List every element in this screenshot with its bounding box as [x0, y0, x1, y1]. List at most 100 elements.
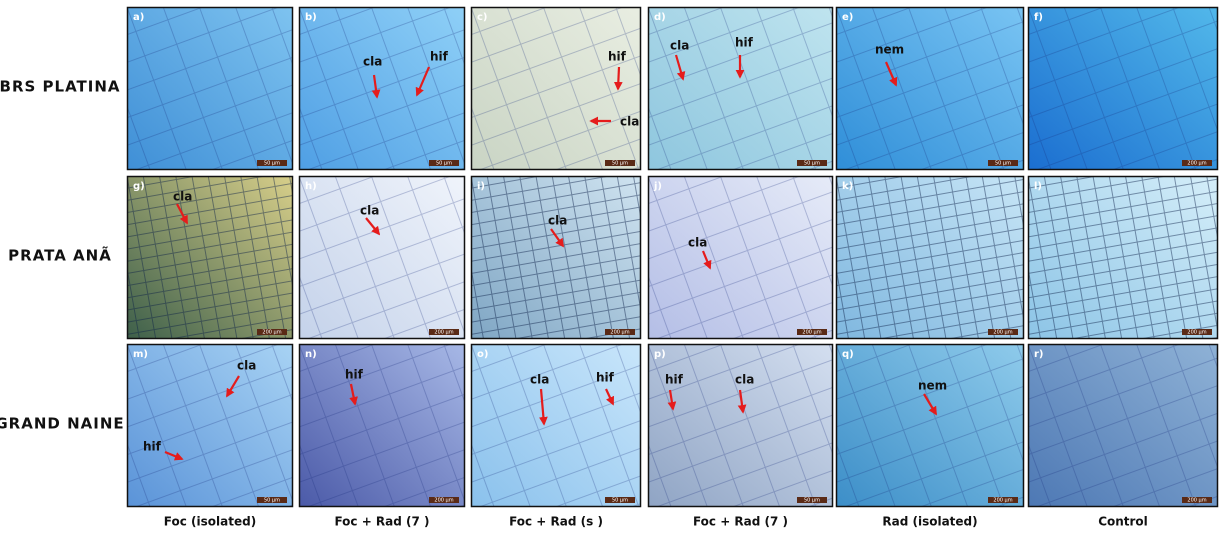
panel-letter: c)	[477, 12, 488, 23]
scale-label: 50 µm	[264, 498, 280, 504]
panel-letter: l)	[1034, 181, 1042, 192]
panel-letter: d)	[654, 12, 666, 23]
scale-label: 200 µm	[1187, 498, 1206, 504]
scale-label: 50 µm	[612, 498, 628, 504]
row-label: GRAND NAINE	[0, 415, 125, 433]
cell-texture	[1028, 7, 1218, 170]
panel-letter: h)	[305, 181, 317, 192]
row-label: BRS PLATINA	[0, 78, 120, 96]
scale-label: 200 µm	[434, 330, 453, 336]
scale-label: 200 µm	[1187, 161, 1206, 167]
cell-texture	[1028, 176, 1218, 339]
annotation-label: cla	[237, 359, 256, 373]
column-label: Foc + Rad (s )	[509, 515, 603, 529]
cell-texture	[299, 344, 465, 507]
micrograph-panel: p) 50 µm hif cla	[648, 344, 833, 507]
cell-texture	[648, 7, 833, 170]
cell-texture	[299, 7, 465, 170]
annotation-label: nem	[918, 379, 947, 393]
micrograph-panel: n)200 µmhif	[299, 344, 465, 507]
micrograph-panel: a) 50 µm	[127, 7, 293, 170]
scale-label: 50 µm	[995, 161, 1011, 167]
annotation-label: cla	[363, 55, 382, 69]
micrograph-panel: h) 200 µm cla	[299, 176, 465, 339]
row-label: PRATA ANÃ	[8, 246, 112, 265]
column-label: Foc (isolated)	[164, 515, 256, 529]
cell-texture	[836, 344, 1024, 507]
column-label: Foc + Rad (7 )	[693, 515, 788, 529]
column-label: Rad (isolated)	[882, 515, 977, 529]
figure: BRS PLATINA PRATA ANÃ GRAND NAINE Foc (isol…	[0, 0, 1219, 534]
micrograph-panel: o) 50 µm cla hif	[471, 344, 641, 507]
panel-letter: a)	[133, 12, 144, 23]
panel-letter: q)	[842, 349, 854, 360]
cell-texture	[471, 176, 641, 339]
micrograph-panel: f) 200 µm	[1028, 7, 1218, 170]
scale-label: 200 µm	[262, 330, 281, 336]
cell-texture	[127, 176, 293, 339]
panel-letter: i)	[477, 181, 485, 192]
annotation-label: cla	[688, 236, 707, 250]
panel-letter: f)	[1034, 12, 1043, 23]
scale-label: 200 µm	[1187, 330, 1206, 336]
annotation-label: cla	[173, 190, 192, 204]
panel-letter: o)	[477, 349, 488, 360]
annotation-label: nem	[875, 43, 904, 57]
annotation-label: hif	[345, 368, 364, 382]
cell-texture	[648, 176, 833, 339]
annotation-label: hif	[735, 36, 754, 50]
scale-label: 50 µm	[804, 498, 820, 504]
micrograph-panel: q) 200 µm nem	[836, 344, 1024, 507]
panel-letter: r)	[1034, 349, 1044, 360]
micrograph-panel: j) 200 µm cla	[648, 176, 833, 339]
scale-label: 50 µm	[804, 161, 820, 167]
micrograph-panel: g) 200 µm cla	[127, 176, 293, 339]
micrograph-panel: l) 200 µm	[1028, 176, 1218, 339]
panel-letter: m)	[133, 349, 148, 360]
annotation-label: hif	[665, 373, 684, 387]
panel-letter: e)	[842, 12, 853, 23]
annotation-label: cla	[735, 373, 754, 387]
micrograph-panel: i) 200 µm cla	[471, 176, 641, 339]
micrograph-panel: r) 200 µm	[1028, 344, 1218, 507]
cell-texture	[299, 176, 465, 339]
annotation-label: hif	[596, 371, 615, 385]
micrograph-panel: c) 50 µm hif cla	[471, 7, 641, 170]
cell-texture	[471, 7, 641, 170]
scale-label: 50 µm	[612, 161, 628, 167]
annotation-label: cla	[530, 373, 549, 387]
micrograph-panel: k) 200 µm	[836, 176, 1024, 339]
annotation-label: cla	[548, 214, 567, 228]
annotation-label: cla	[360, 204, 379, 218]
annotation-label: hif	[608, 50, 627, 64]
annotation-label: hif	[143, 440, 162, 454]
micrograph-panel: m) 50 µm cla hif	[127, 344, 293, 507]
column-label: Foc + Rad (7 )	[334, 515, 429, 529]
scale-label: 200 µm	[993, 330, 1012, 336]
annotation-label: cla	[670, 39, 689, 53]
annotation-label: hif	[430, 50, 449, 64]
column-label: Control	[1098, 515, 1148, 529]
page: BRS PLATINA PRATA ANÃ GRAND NAINE Foc (isol…	[0, 0, 1219, 534]
scale-label: 200 µm	[802, 330, 821, 336]
scale-label: 50 µm	[264, 161, 280, 167]
panel-letter: p)	[654, 349, 666, 360]
panel-letter: g)	[133, 181, 145, 192]
cell-texture	[836, 176, 1024, 339]
scale-label: 200 µm	[993, 498, 1012, 504]
panel-letter: k)	[842, 181, 853, 192]
cell-texture	[648, 344, 833, 507]
scale-label: 50 µm	[436, 161, 452, 167]
micrograph-panel: d) 50 µm cla hif	[648, 7, 833, 170]
cell-texture	[1028, 344, 1218, 507]
panel-letter: j)	[653, 181, 662, 192]
annotation-arrow	[618, 67, 619, 89]
panel-letter: n)	[305, 349, 317, 360]
cell-texture	[471, 344, 641, 507]
cell-texture	[127, 7, 293, 170]
annotation-label: cla	[620, 115, 639, 129]
cell-texture	[836, 7, 1024, 170]
scale-label: 200 µm	[610, 330, 629, 336]
cell-texture	[127, 344, 293, 507]
